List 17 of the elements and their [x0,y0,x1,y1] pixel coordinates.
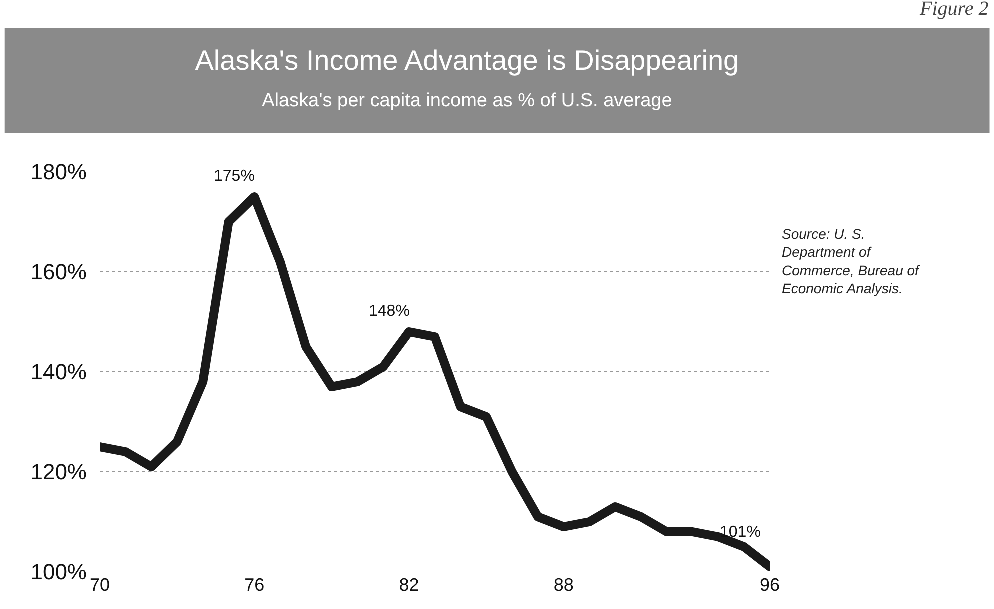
x-tick-label: 96 [760,575,780,595]
chart-title: Alaska's Income Advantage is Disappearing [195,45,740,76]
y-tick-label: 160% [30,260,87,285]
annotation: 148% [369,303,410,320]
y-tick-label: 120% [30,460,87,485]
chart-subtitle: Alaska's per capita income as % of U.S. average [262,90,672,112]
annotation: 101% [720,524,761,541]
x-tick-label: 82 [399,575,420,595]
y-tick-label: 140% [30,360,87,385]
y-tick-label: 180% [30,160,87,185]
x-tick-label: 70 [90,575,110,595]
source-note: Source: U. S. Department of Commerce, Bureau of Economic Analysis. [782,226,922,297]
annotation: 175% [214,168,255,185]
x-tick-label: 88 [554,575,574,595]
y-tick-label: 100% [30,560,87,585]
x-tick-label: 76 [244,575,265,595]
caption: Figure 2 [919,0,989,20]
